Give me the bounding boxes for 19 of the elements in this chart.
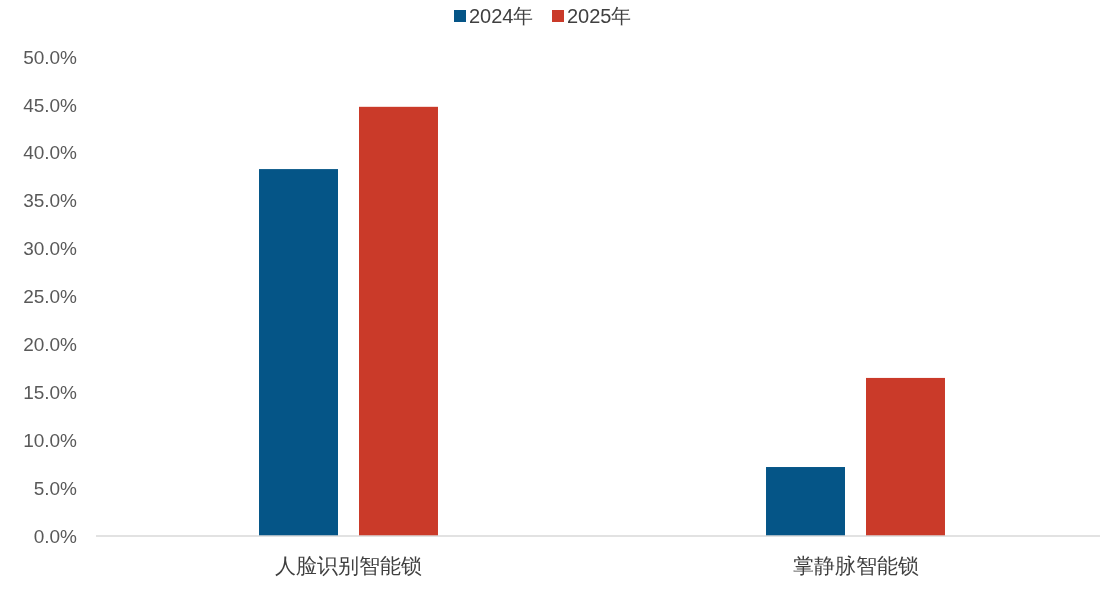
- y-tick-label: 15.0%: [23, 381, 78, 403]
- bar: [259, 169, 338, 536]
- y-tick-label: 40.0%: [23, 142, 78, 164]
- y-tick-label: 50.0%: [23, 46, 78, 68]
- x-tick-label: 人脸识别智能锁: [275, 554, 422, 578]
- y-tick-label: 35.0%: [23, 190, 78, 212]
- x-tick-label: 掌静脉智能锁: [792, 554, 919, 578]
- legend-label: 2025年: [567, 5, 632, 27]
- bar: [866, 377, 945, 536]
- legend-label: 2024年: [469, 5, 534, 27]
- y-tick-label: 5.0%: [33, 477, 78, 499]
- y-tick-label: 30.0%: [23, 238, 78, 260]
- y-tick-label: 20.0%: [23, 334, 78, 356]
- y-tick-label: 0.0%: [33, 525, 78, 547]
- y-tick-label: 10.0%: [23, 429, 78, 451]
- bar: [359, 106, 438, 536]
- bar: [766, 467, 845, 536]
- y-tick-label: 25.0%: [23, 286, 78, 308]
- y-tick-label: 45.0%: [23, 94, 78, 116]
